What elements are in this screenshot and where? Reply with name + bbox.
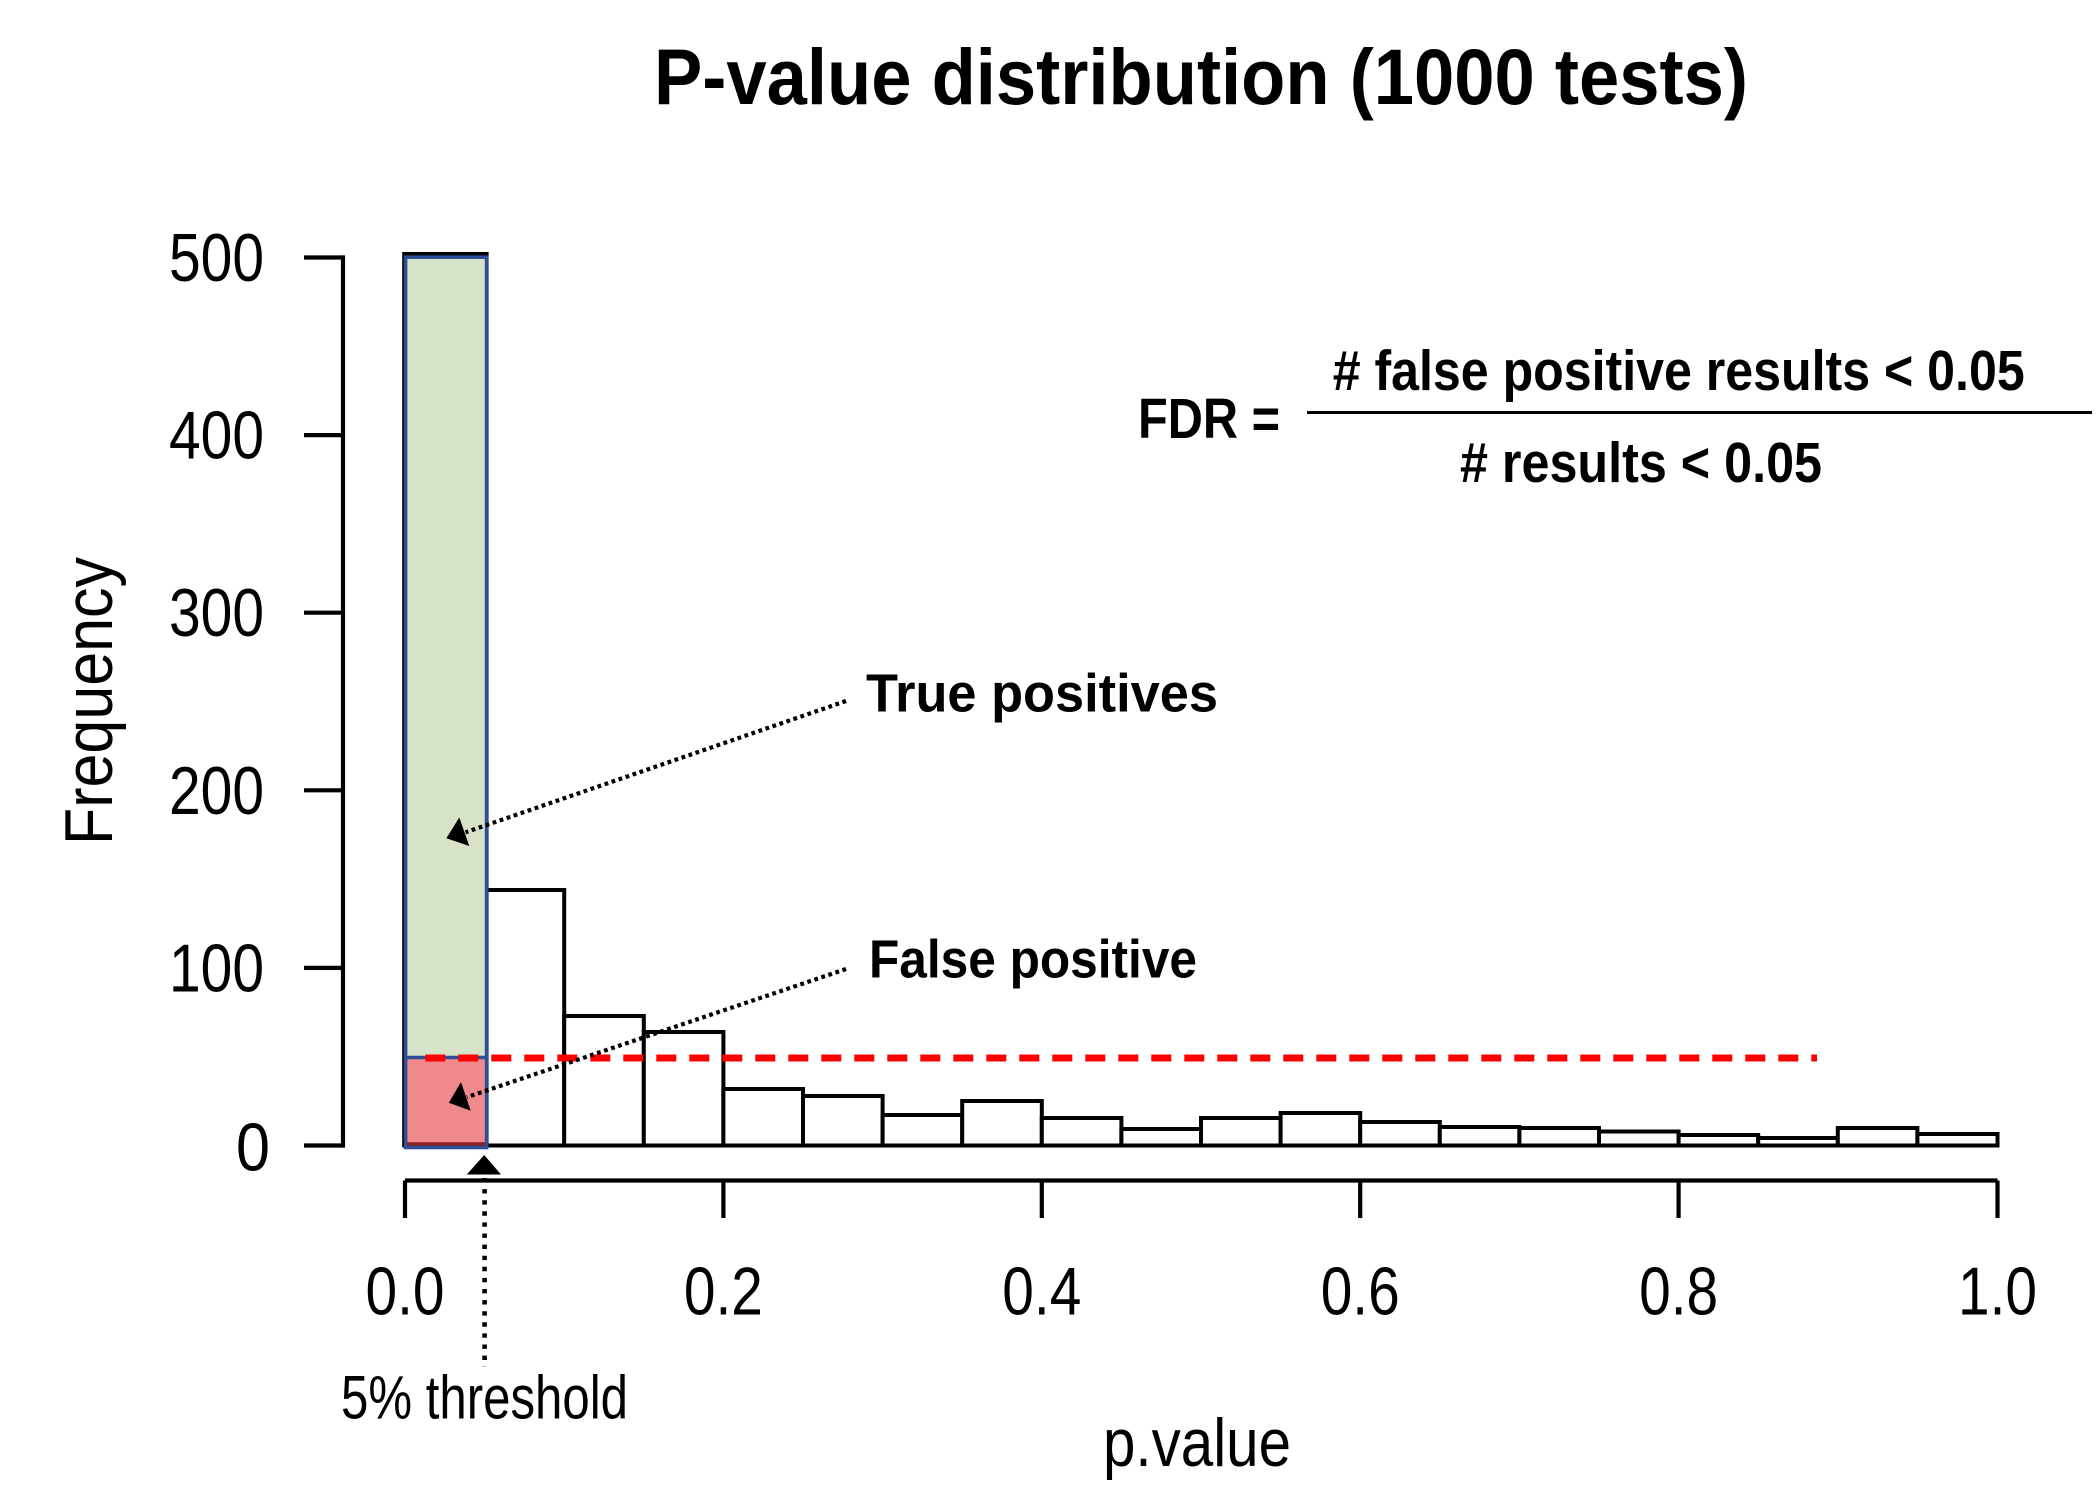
svg-text:p.value: p.value (1103, 1405, 1291, 1481)
svg-text:300: 300 (169, 575, 264, 651)
svg-text:100: 100 (169, 930, 264, 1006)
svg-text:FDR =: FDR = (1138, 387, 1280, 451)
svg-text:True positives: True positives (866, 663, 1218, 723)
svg-text:0.4: 0.4 (1002, 1254, 1081, 1330)
svg-text:0.6: 0.6 (1321, 1254, 1400, 1330)
svg-text:500: 500 (169, 220, 264, 296)
svg-text:# results < 0.05: # results < 0.05 (1460, 431, 1822, 495)
svg-text:Frequency: Frequency (51, 557, 127, 845)
svg-text:# false positive results < 0.0: # false positive results < 0.05 (1333, 339, 2025, 403)
svg-text:0.2: 0.2 (684, 1254, 763, 1330)
svg-text:False positive: False positive (869, 930, 1197, 990)
svg-text:5% threshold: 5% threshold (341, 1363, 628, 1431)
svg-text:200: 200 (169, 753, 264, 829)
svg-text:0: 0 (236, 1110, 270, 1186)
svg-text:P-value distribution (1000 tes: P-value distribution (1000 tests) (654, 32, 1748, 121)
svg-text:400: 400 (169, 398, 264, 474)
svg-text:0.0: 0.0 (366, 1254, 445, 1330)
svg-text:0.8: 0.8 (1639, 1254, 1718, 1330)
svg-text:1.0: 1.0 (1958, 1254, 2037, 1330)
